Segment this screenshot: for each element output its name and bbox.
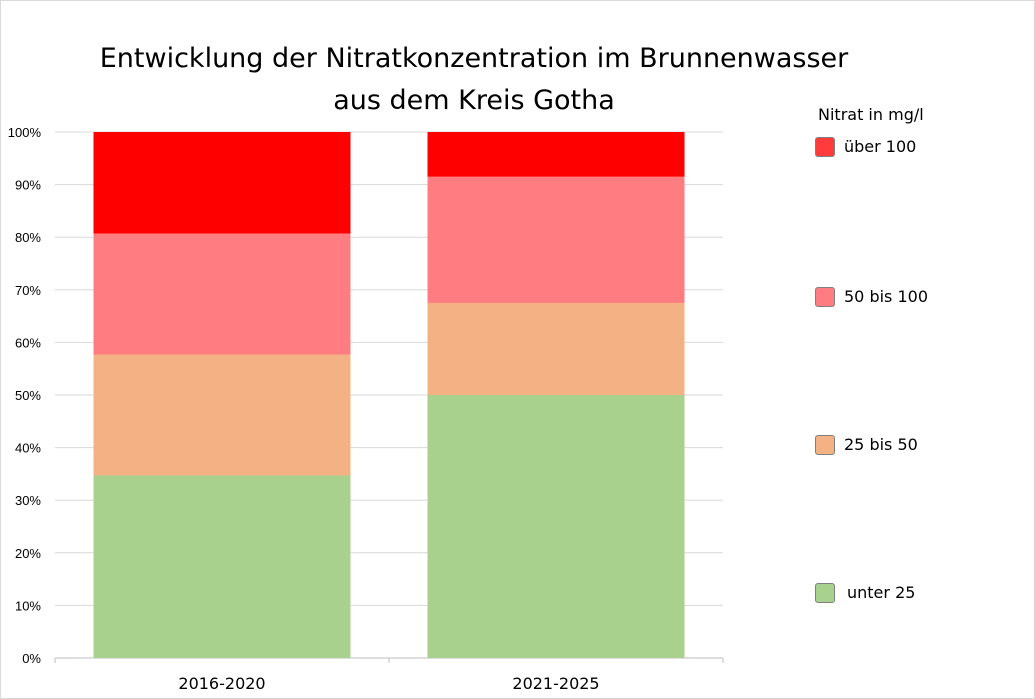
y-tick-label: 80% bbox=[15, 230, 41, 245]
legend-swatch-25-bis-50 bbox=[815, 435, 835, 455]
y-tick-label: 10% bbox=[15, 598, 41, 613]
bar-segment--ber-100-2016-2020 bbox=[93, 132, 351, 234]
legend-label-ueber-100: über 100 bbox=[844, 137, 917, 156]
bar-segment-25-bis-50-2016-2020 bbox=[93, 354, 351, 476]
y-tick-label: 100% bbox=[8, 125, 42, 140]
y-tick-label: 50% bbox=[15, 388, 41, 403]
bar-segment-unter-25-2021-2025 bbox=[427, 395, 685, 658]
x-tick-label: 2021-2025 bbox=[512, 674, 599, 693]
y-tick-label: 30% bbox=[15, 493, 41, 508]
y-tick-label: 0% bbox=[22, 651, 41, 666]
legend-label-25-bis-50: 25 bis 50 bbox=[844, 435, 918, 454]
bar-segment--ber-100-2021-2025 bbox=[427, 132, 685, 177]
x-tick-label: 2016-2020 bbox=[178, 674, 265, 693]
chart-title-line-2: aus dem Kreis Gotha bbox=[333, 85, 615, 116]
y-tick-label: 20% bbox=[15, 546, 41, 561]
legend-label-50-bis-100: 50 bis 100 bbox=[844, 287, 929, 306]
legend-swatch-unter-25 bbox=[815, 583, 835, 603]
legend-label-unter-25: unter 25 bbox=[847, 583, 916, 602]
bar-segment-50-bis-100-2021-2025 bbox=[427, 176, 685, 303]
y-tick-label: 40% bbox=[15, 441, 41, 456]
y-tick-label: 60% bbox=[15, 335, 41, 350]
chart-title-line-1: Entwicklung der Nitratkonzentration im B… bbox=[99, 43, 849, 74]
y-tick-label: 90% bbox=[15, 178, 41, 193]
bar-segment-unter-25-2016-2020 bbox=[93, 475, 351, 658]
bar-segment-50-bis-100-2016-2020 bbox=[93, 233, 351, 355]
legend-swatch-50-bis-100 bbox=[815, 287, 835, 307]
legend-title: Nitrat in mg/l bbox=[818, 105, 924, 124]
legend-swatch-ueber-100 bbox=[815, 137, 835, 157]
y-tick-label: 70% bbox=[15, 283, 41, 298]
bar-segment-25-bis-50-2021-2025 bbox=[427, 302, 685, 395]
